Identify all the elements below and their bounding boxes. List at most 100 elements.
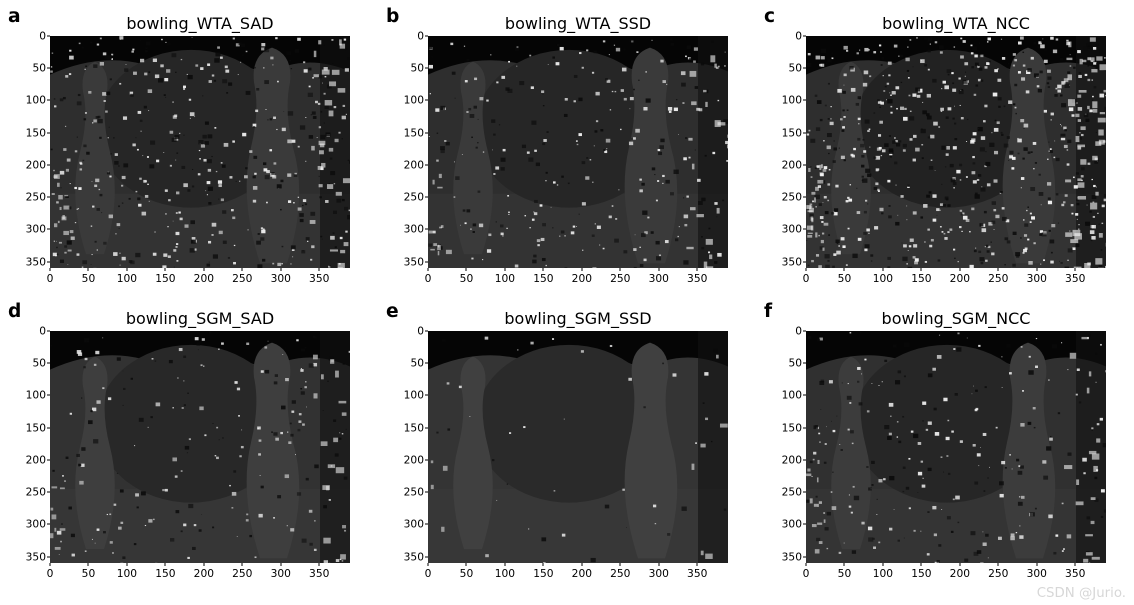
xtick-label: 150 [911, 567, 931, 580]
ytick-mark [47, 524, 50, 525]
xtick-mark [428, 563, 429, 566]
xtick-mark [165, 563, 166, 566]
xtick-mark [882, 268, 883, 271]
xtick-label: 250 [610, 567, 630, 580]
ytick-mark [425, 363, 428, 364]
disparity-image [50, 36, 350, 268]
ytick-label: 300 [782, 223, 802, 236]
xtick-label: 100 [117, 272, 137, 285]
ytick-label: 350 [404, 255, 424, 268]
xtick-mark [806, 268, 807, 271]
xtick-label: 150 [155, 272, 175, 285]
xtick-mark [882, 563, 883, 566]
xtick-label: 150 [533, 567, 553, 580]
xtick-mark [319, 268, 320, 271]
xtick-mark [50, 563, 51, 566]
xtick-mark [1075, 268, 1076, 271]
ytick-label: 200 [404, 453, 424, 466]
ytick-mark [425, 132, 428, 133]
plot-area: 0501001502002503003500501001502002503003… [806, 36, 1106, 268]
xtick-label: 350 [1065, 567, 1085, 580]
ytick-label: 100 [404, 94, 424, 107]
ytick-mark [425, 524, 428, 525]
ytick-mark [47, 459, 50, 460]
xtick-mark [242, 268, 243, 271]
xtick-mark [242, 563, 243, 566]
xtick-label: 100 [117, 567, 137, 580]
ytick-label: 200 [782, 453, 802, 466]
xtick-label: 150 [155, 567, 175, 580]
xtick-mark [1036, 563, 1037, 566]
ytick-label: 200 [26, 453, 46, 466]
subplot-a: abowling_WTA_SAD050100150200250300350050… [0, 0, 378, 295]
xtick-mark [844, 268, 845, 271]
subplot-e: ebowling_SGM_SSD050100150200250300350050… [378, 295, 756, 590]
xtick-mark [466, 268, 467, 271]
xtick-mark [165, 268, 166, 271]
ytick-label: 0 [795, 30, 802, 43]
ytick-mark [803, 331, 806, 332]
xtick-mark [620, 563, 621, 566]
xtick-label: 50 [838, 272, 852, 285]
ytick-mark [425, 459, 428, 460]
xtick-label: 100 [873, 272, 893, 285]
xtick-label: 0 [47, 272, 54, 285]
ytick-label: 350 [404, 550, 424, 563]
xtick-label: 350 [309, 272, 329, 285]
ytick-label: 250 [782, 486, 802, 499]
xtick-label: 300 [271, 272, 291, 285]
y-axis-ticks: 050100150200250300350 [18, 331, 50, 563]
ytick-label: 300 [26, 518, 46, 531]
ytick-label: 50 [788, 62, 802, 75]
ytick-mark [803, 427, 806, 428]
panel-letter: d [8, 301, 21, 322]
xtick-label: 300 [271, 567, 291, 580]
panel-title: bowling_WTA_NCC [806, 14, 1106, 33]
ytick-mark [803, 459, 806, 460]
ytick-label: 300 [782, 518, 802, 531]
xtick-label: 200 [572, 272, 592, 285]
ytick-mark [803, 492, 806, 493]
ytick-mark [47, 100, 50, 101]
xtick-label: 150 [533, 272, 553, 285]
ytick-label: 300 [404, 223, 424, 236]
ytick-label: 50 [32, 62, 46, 75]
x-axis-ticks: 050100150200250300350 [428, 268, 728, 290]
ytick-label: 350 [782, 255, 802, 268]
ytick-mark [47, 132, 50, 133]
ytick-mark [47, 331, 50, 332]
ytick-mark [47, 261, 50, 262]
xtick-mark [280, 268, 281, 271]
xtick-label: 300 [649, 567, 669, 580]
xtick-mark [280, 563, 281, 566]
xtick-label: 350 [1065, 272, 1085, 285]
xtick-mark [998, 563, 999, 566]
y-axis-ticks: 050100150200250300350 [396, 36, 428, 268]
ytick-label: 150 [782, 421, 802, 434]
ytick-mark [425, 331, 428, 332]
panel-title: bowling_SGM_SAD [50, 309, 350, 328]
y-axis-ticks: 050100150200250300350 [18, 36, 50, 268]
xtick-label: 0 [803, 567, 810, 580]
xtick-label: 200 [194, 272, 214, 285]
ytick-mark [47, 363, 50, 364]
xtick-label: 0 [425, 567, 432, 580]
x-axis-ticks: 050100150200250300350 [428, 563, 728, 585]
ytick-label: 250 [782, 191, 802, 204]
xtick-label: 0 [425, 272, 432, 285]
ytick-mark [425, 261, 428, 262]
xtick-mark [203, 268, 204, 271]
ytick-label: 0 [417, 30, 424, 43]
xtick-label: 200 [572, 567, 592, 580]
ytick-mark [47, 556, 50, 557]
disparity-image [428, 36, 728, 268]
disparity-image [428, 331, 728, 563]
panel-letter: f [764, 301, 772, 322]
ytick-mark [425, 229, 428, 230]
xtick-mark [88, 268, 89, 271]
ytick-label: 100 [782, 94, 802, 107]
ytick-mark [803, 68, 806, 69]
xtick-mark [697, 268, 698, 271]
panel-title: bowling_WTA_SAD [50, 14, 350, 33]
xtick-mark [504, 268, 505, 271]
